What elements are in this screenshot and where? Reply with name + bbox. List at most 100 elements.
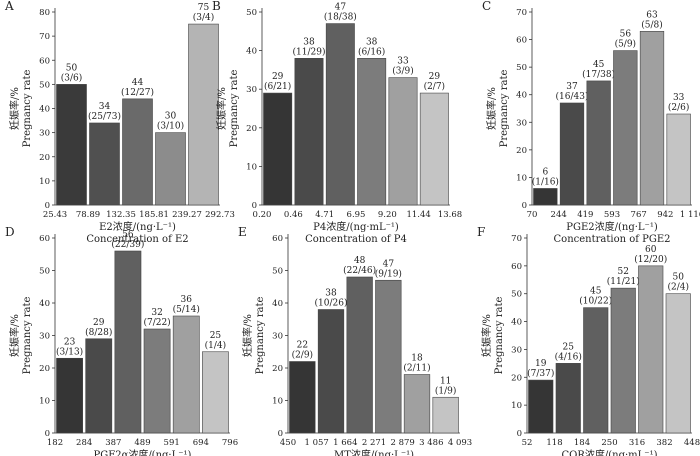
panel-e-value-label: 48: [354, 256, 366, 266]
panel-c-ylabel-cn: 妊娠率/%: [485, 87, 498, 130]
panel-a-count-label: (3/4): [193, 12, 215, 23]
panel-b-y-tick-label: 50: [246, 8, 257, 18]
panel-e-x-tick-label: 2 271: [362, 438, 386, 448]
panel-f-y-tick-label: 30: [511, 345, 522, 355]
panel-e-y-tick-label: 10: [272, 397, 283, 407]
panel-b-y-tick-label: 20: [246, 124, 257, 134]
panel-e-value-label: 18: [411, 354, 423, 364]
panel-f-x-tick-label: 316: [629, 438, 645, 448]
panel-d-bar: [202, 351, 229, 434]
panel-f-y-tick-label: 0: [517, 429, 522, 439]
panel-a-y-tick-label: 20: [39, 153, 50, 163]
panel-f-xlabel-cn: COR浓度/(ng·mL⁻¹): [562, 448, 658, 456]
panel-c-x-tick-label: 767: [631, 210, 647, 220]
panel-b-x-tick-label: 0.20: [253, 210, 272, 220]
panel-f-x-tick-label: 382: [656, 438, 672, 448]
panel-e-bar: [432, 396, 459, 434]
panel-a-y-tick-label: 80: [39, 8, 50, 18]
panel-b-letter: B: [212, 0, 221, 13]
panel-c-bar: [533, 188, 558, 206]
panel-d-bar: [85, 338, 113, 434]
panel-d-bar: [172, 315, 200, 434]
panel-d-value-label: 23: [64, 337, 76, 347]
panel-d-value-label: 56: [122, 230, 134, 240]
panel-e-x-tick-label: 1 664: [333, 438, 357, 448]
panel-c-bar: [559, 102, 585, 206]
panel-f-bar: [665, 293, 691, 434]
panel-c-value-label: 37: [566, 82, 578, 92]
panel-d-y-tick-label: 30: [39, 332, 50, 342]
panel-c-y-tick-label: 40: [516, 91, 527, 101]
panel-f-letter: F: [477, 225, 485, 239]
panel-e-count-label: (10/26): [315, 298, 348, 309]
panel-d-y-tick-label: 50: [39, 267, 50, 277]
panel-e-y-tick-label: 0: [278, 429, 283, 439]
panel-e-y-tick-label: 60: [272, 234, 283, 244]
panel-e-xlabel-cn: MT浓度/(ng·L⁻¹): [334, 448, 414, 456]
panel-f-x-tick-label: 184: [574, 438, 590, 448]
panel-d-count-label: (7/22): [143, 317, 170, 328]
panel-c-bar: [666, 113, 691, 206]
panel-c-x-tick-label: 942: [657, 210, 673, 220]
panel-e-ylabel-cn: 妊娠率/%: [241, 314, 254, 357]
panel-b-y-tick-label: 30: [246, 85, 257, 95]
panel-c-y-tick-label: 50: [516, 63, 527, 73]
panel-d-letter: D: [5, 225, 15, 239]
panel-c-bar: [586, 80, 611, 206]
panel-f-count-label: (7/37): [527, 368, 554, 379]
panel-d-x-tick-label: 591: [164, 438, 180, 448]
panel-a-y-tick-label: 70: [39, 32, 50, 42]
panel-e-value-label: 38: [325, 289, 337, 299]
panel-a-bar: [89, 122, 120, 206]
panel-c-ylabel-en: Pregnancy rate: [499, 70, 510, 148]
panel-a-bar: [56, 84, 87, 206]
panel-f-count-label: (4/16): [555, 351, 582, 362]
panel-d-ylabel-en: Pregnancy rate: [22, 297, 33, 375]
panel-f-bar: [638, 265, 664, 434]
panel-c-y-tick-label: 70: [516, 8, 527, 18]
panel-a-count-label: (3/6): [61, 72, 83, 83]
panel-b-bar: [294, 58, 324, 206]
panel-e-count-label: (9/19): [375, 268, 402, 279]
panel-f-x-tick-label: 448: [684, 438, 700, 448]
panel-e-bar: [317, 309, 345, 434]
panel-a-xlabel-en: Concentration of E2: [86, 234, 188, 245]
panel-a-x-tick-label: 25.43: [43, 210, 67, 220]
panel-e-bar: [289, 361, 316, 434]
panel-c-x-tick-label: 244: [551, 210, 567, 220]
panel-d-bar: [143, 328, 171, 434]
panel-b-value-label: 38: [303, 37, 315, 47]
panel-a-value-label: 75: [198, 3, 210, 13]
panel-e-bar: [346, 276, 373, 434]
panel-e-count-label: (22/46): [343, 265, 376, 276]
panel-b-bar: [419, 92, 449, 206]
panel-c-count-label: (17/38): [582, 69, 615, 80]
panel-a-x-tick-label: 132.35: [106, 210, 136, 220]
panel-d-value-label: 25: [210, 331, 222, 341]
panel-d-xlabel-cn: PGF2α浓度/(ng·L⁻¹): [94, 448, 192, 456]
panel-c-y-tick-label: 20: [516, 146, 527, 156]
panel-d-count-label: (5/14): [173, 304, 200, 315]
panel-b-x-tick-label: 6.95: [347, 210, 366, 220]
panel-f-value-label: 19: [535, 359, 547, 369]
panel-c-x-tick-label: 1 116: [680, 210, 700, 220]
panel-f-y-tick-label: 40: [511, 318, 522, 328]
panel-f-y-tick-label: 60: [511, 262, 522, 272]
panel-a-x-tick-label: 239.27: [172, 210, 202, 220]
panel-a-letter: A: [4, 0, 14, 13]
panel-a-xlabel-cn: E2浓度/(ng·L⁻¹): [99, 220, 176, 233]
panel-c-xlabel-en: Concentration of PGE2: [554, 234, 671, 245]
panel-a-y-tick-label: 60: [39, 56, 50, 66]
panel-e-letter: E: [238, 225, 247, 239]
panel-d-y-tick-label: 0: [45, 429, 50, 439]
panel-a-x-tick-label: 185.81: [139, 210, 169, 220]
panel-b-xlabel-en: Concentration of P4: [305, 234, 407, 245]
panel-b-ylabel-cn: 妊娠率/%: [215, 87, 228, 130]
panel-b-value-label: 29: [272, 72, 284, 82]
panel-d-x-tick-label: 387: [105, 438, 121, 448]
panel-c-x-tick-label: 419: [577, 210, 593, 220]
panel-a-value-label: 44: [132, 78, 144, 88]
panel-b-value-label: 47: [335, 3, 347, 13]
panel-b-count-label: (11/29): [293, 46, 326, 57]
panel-b-bar: [263, 92, 293, 206]
